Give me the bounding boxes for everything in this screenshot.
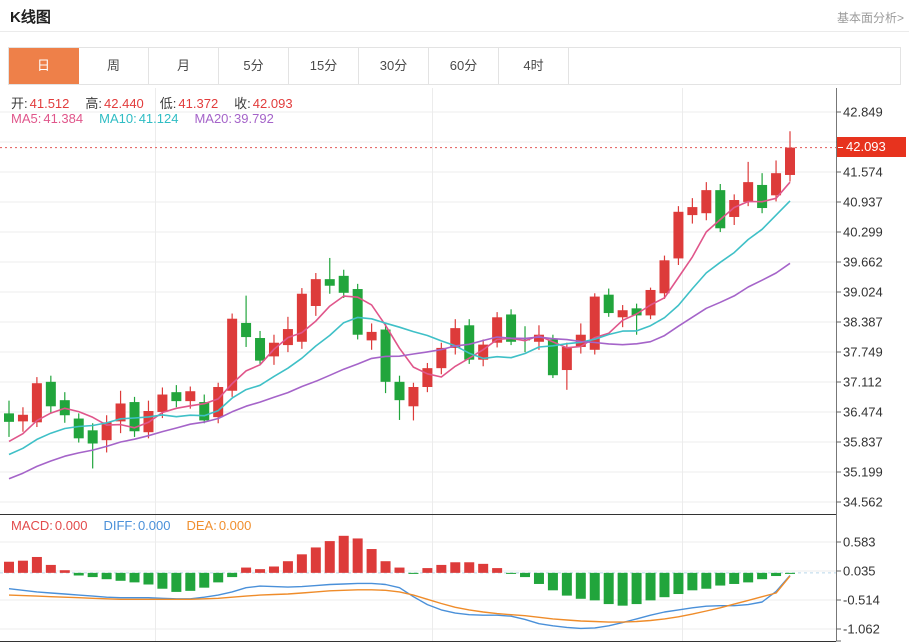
svg-text:42.849: 42.849 xyxy=(843,105,883,120)
svg-text:36.474: 36.474 xyxy=(843,405,883,420)
last-price-tag: 42.093 xyxy=(837,137,906,157)
readout-item: 低: 41.372 xyxy=(159,96,219,111)
ma-readout: MA5: 41.384 MA10: 41.124 MA20: 39.792 xyxy=(11,111,290,126)
tab-4[interactable]: 5分 xyxy=(219,48,289,84)
svg-text:-1.062: -1.062 xyxy=(843,622,880,637)
svg-text:37.749: 37.749 xyxy=(843,345,883,360)
svg-text:0.583: 0.583 xyxy=(843,535,876,550)
tab-5[interactable]: 15分 xyxy=(289,48,359,84)
svg-text:37.112: 37.112 xyxy=(843,375,882,390)
period-tab-bar: 日周月 5分 15分 30分 60分 4时 xyxy=(8,47,901,85)
readout-item: MA10: 41.124 xyxy=(99,111,179,126)
svg-text:39.024: 39.024 xyxy=(843,285,883,300)
macd-readout: MACD: 0.000 DIFF: 0.000 DEA: 0.000 xyxy=(11,518,267,533)
page-title: K线图 xyxy=(10,9,51,26)
svg-text:40.299: 40.299 xyxy=(843,225,883,240)
readout-item: MA20: 39.792 xyxy=(194,111,274,126)
fundamental-analysis-link[interactable]: 基本面分析> xyxy=(836,11,904,25)
svg-text:-0.514: -0.514 xyxy=(843,593,880,608)
svg-text:0.035: 0.035 xyxy=(843,564,876,579)
svg-text:40.937: 40.937 xyxy=(843,195,883,210)
header-divider xyxy=(0,31,909,32)
tab-2[interactable]: 周 xyxy=(79,48,149,84)
readout-item: DEA: 0.000 xyxy=(186,518,252,533)
tab-8[interactable]: 4时 xyxy=(499,48,569,84)
svg-text:34.562: 34.562 xyxy=(843,495,883,510)
tab-7[interactable]: 60分 xyxy=(429,48,499,84)
svg-text:41.574: 41.574 xyxy=(843,165,883,180)
tab-3[interactable]: 月 xyxy=(149,48,219,84)
readout-item: 收: 42.093 xyxy=(234,96,293,111)
tab-1[interactable]: 日 xyxy=(9,48,79,84)
readout-item: 高: 42.440 xyxy=(85,96,144,111)
readout-item: MA5: 41.384 xyxy=(11,111,84,126)
readout-item: 开: 41.512 xyxy=(11,96,70,111)
readout-item: MACD: 0.000 xyxy=(11,518,88,533)
readout-item: DIFF: 0.000 xyxy=(103,518,171,533)
svg-text:35.199: 35.199 xyxy=(843,465,883,480)
last-price-value: 42.093 xyxy=(846,139,886,154)
tag-tick-dash xyxy=(838,147,843,149)
tab-6[interactable]: 30分 xyxy=(359,48,429,84)
svg-text:39.662: 39.662 xyxy=(843,255,883,270)
svg-text:38.387: 38.387 xyxy=(843,315,883,330)
ohlc-readout: 开: 41.512 高: 42.440 低: 41.372 收: 42.093 xyxy=(11,93,309,112)
svg-text:35.837: 35.837 xyxy=(843,435,883,450)
